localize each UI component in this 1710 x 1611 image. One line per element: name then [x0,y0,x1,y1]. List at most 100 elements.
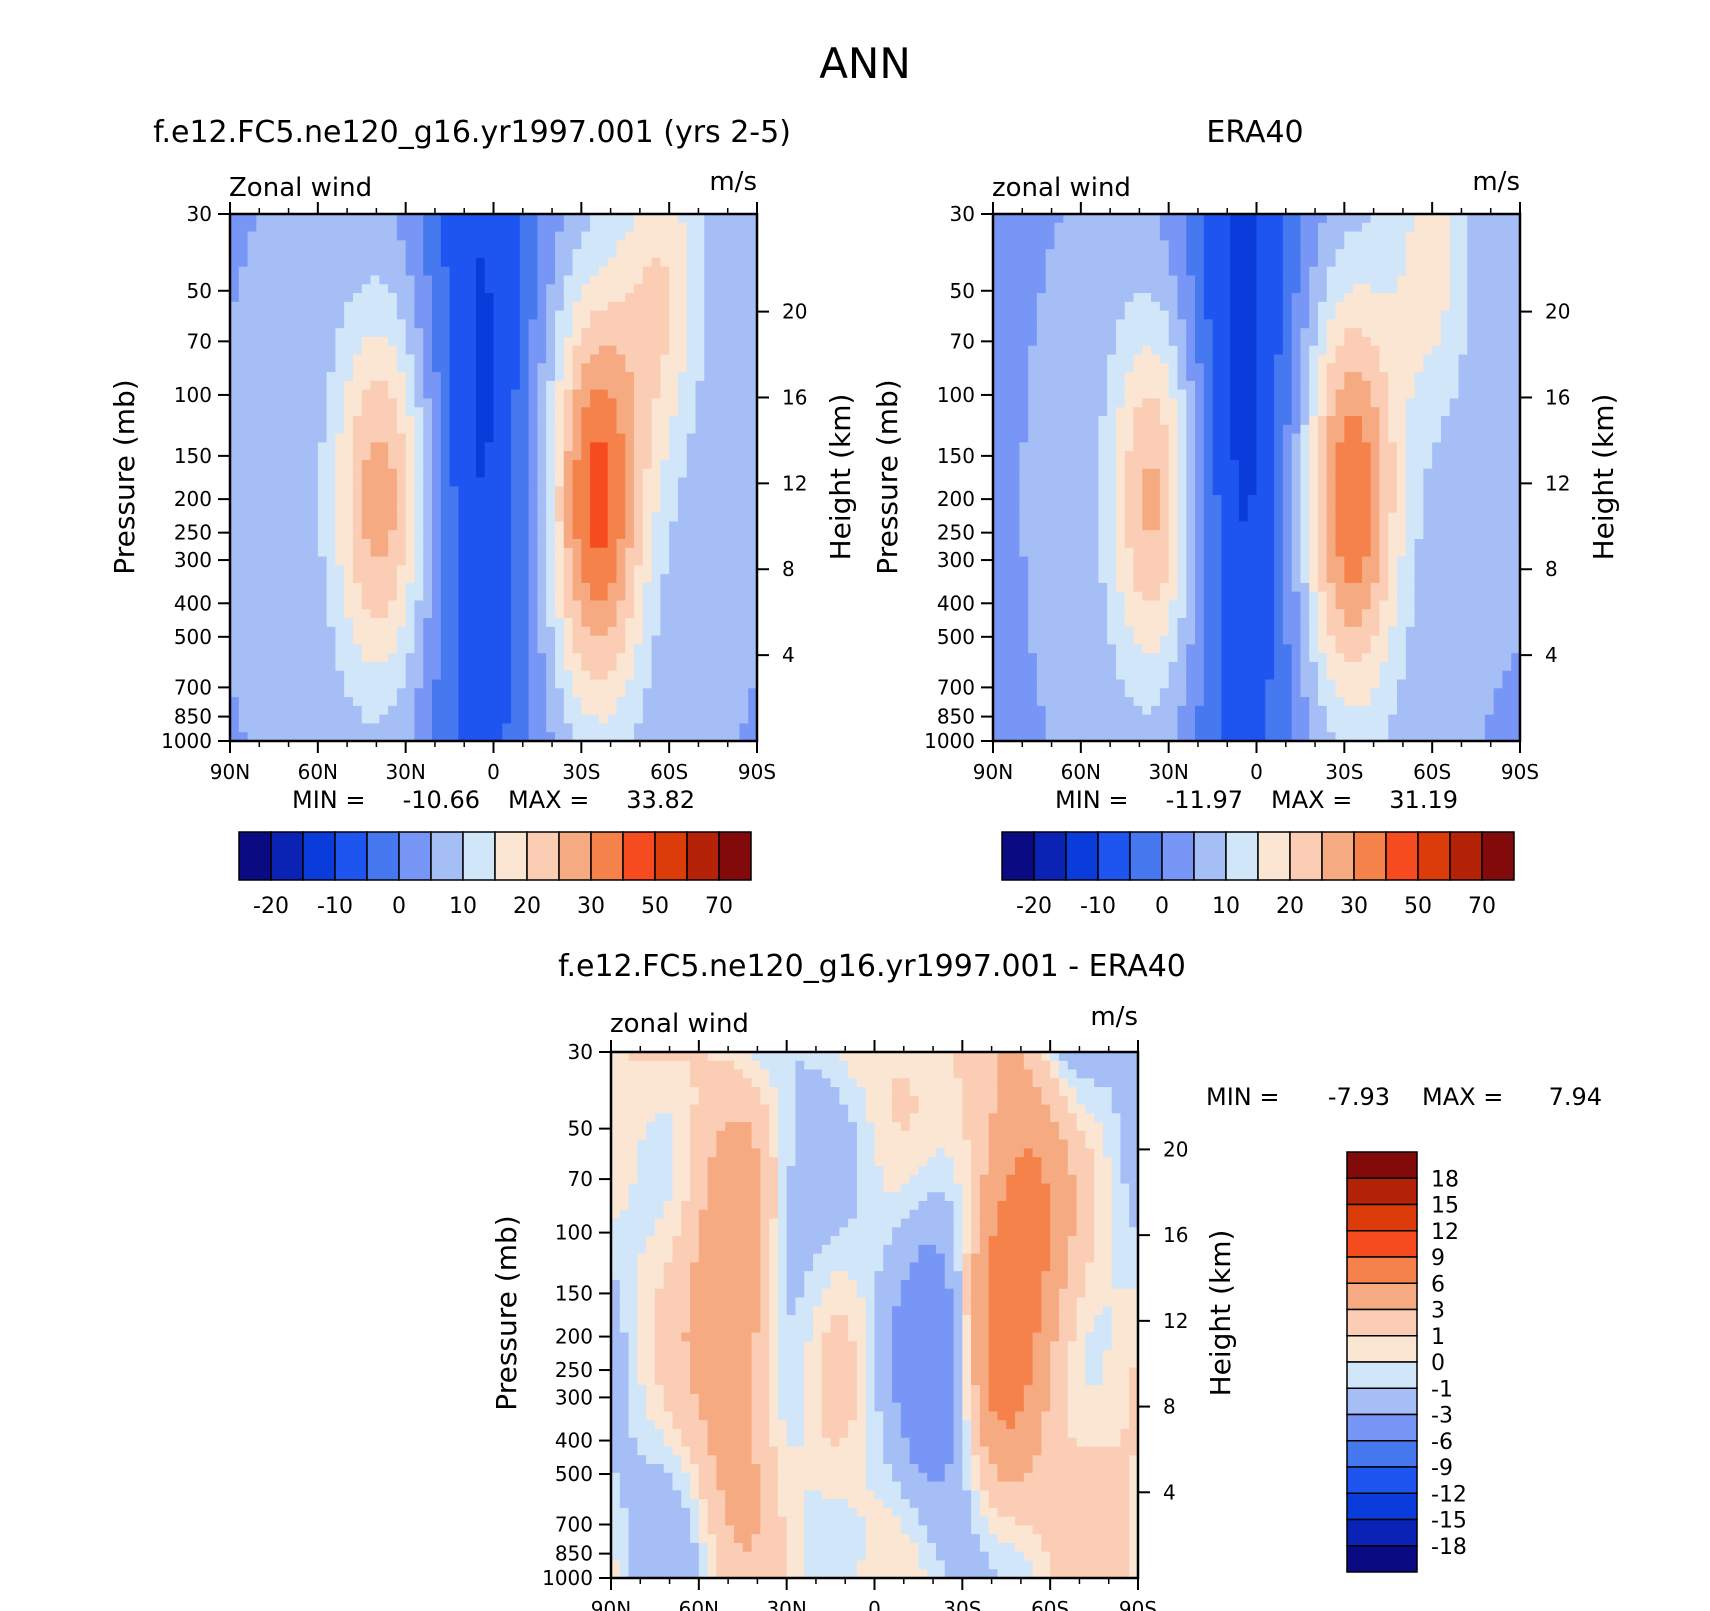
contour-cell [616,257,626,268]
contour-cell [414,635,424,645]
contour-cell [1177,389,1187,400]
contour-cell [598,433,609,443]
contour-cell [713,521,723,531]
contour-cell [1344,284,1354,294]
contour-cell [230,336,240,347]
contour-cell [388,433,398,443]
contour-cell [1115,249,1126,259]
contour-cell [300,459,310,470]
contour-cell [458,328,468,338]
contour-cell [1080,389,1091,400]
contour-cell [326,451,336,461]
contour-cell [458,661,468,672]
contour-cell [660,670,670,681]
contour-cell [677,512,688,523]
contour-cell [634,503,644,514]
contour-cell [230,591,240,602]
contour-cell [581,389,591,400]
contour-cell [528,723,539,733]
contour-cell [721,398,732,408]
contour-cell [669,293,679,303]
contour-cell [335,591,345,602]
contour-cell [554,372,565,382]
contour-cell [528,328,539,338]
contour-cell [317,354,328,364]
contour-cell [607,644,618,654]
contour-cell [713,354,723,364]
contour-cell [1195,336,1205,347]
contour-cell [1221,380,1231,391]
contour-cell [458,591,468,602]
contour-cell [449,214,459,224]
contour-cell [432,345,442,356]
contour-cell [282,301,293,312]
contour-cell [238,723,249,733]
contour-cell [388,600,398,610]
contour-cell [388,231,398,241]
contour-cell [1502,240,1512,250]
contour-cell [721,275,732,285]
contour-cell [616,222,626,233]
contour-cell [1036,249,1047,259]
contour-cell [344,635,354,645]
contour-cell [265,442,275,452]
contour-cell [554,433,565,443]
contour-cell [1449,214,1460,224]
contour-cell [396,433,407,443]
contour-cell [300,688,310,698]
contour-cell [1449,293,1460,303]
contour-cell [563,266,574,277]
contour-cell [1247,266,1258,277]
contour-cell [616,626,626,637]
contour-cell [502,477,512,487]
contour-cell [677,565,688,575]
contour-cell [1063,372,1073,382]
contour-cell [1274,345,1284,356]
contour-cell [291,214,301,224]
contour-cell [361,310,372,320]
contour-cell [458,705,468,716]
contour-cell [493,661,503,672]
contour-cell [291,670,301,681]
contour-cell [1335,222,1345,233]
contour-cell [721,626,732,637]
contour-cell [686,293,697,303]
contour-cell [695,530,705,540]
contour-cell [291,477,301,487]
contour-cell [590,556,600,566]
contour-cell [282,697,293,707]
contour-cell [1168,380,1179,391]
contour-cell [634,442,644,452]
contour-cell [1195,389,1205,400]
contour-cell [405,591,416,602]
contour-cell [300,609,310,619]
contour-cell [1300,266,1310,277]
contour-cell [291,240,301,250]
contour-cell [581,609,591,619]
contour-cell [1449,328,1460,338]
contour-cell [1028,284,1038,294]
contour-cell [1317,275,1328,285]
contour-cell [458,389,468,400]
contour-cell [748,328,758,338]
contour-cell [721,723,732,733]
contour-cell [1291,222,1302,233]
contour-cell [537,609,547,619]
contour-cell [1309,310,1319,320]
contour-cell [528,661,539,672]
contour-cell [291,407,301,417]
contour-cell [660,591,670,602]
contour-cell [1054,257,1064,268]
contour-cell [1379,336,1389,347]
contour-cell [326,424,336,435]
contour-cell [590,249,600,259]
contour-cell [721,407,732,417]
contour-cell [379,293,389,303]
contour-cell [1379,310,1389,320]
contour-cell [713,442,723,452]
contour-cell [669,495,679,505]
contour-cell [475,336,486,347]
contour-cell [247,688,257,698]
contour-cell [273,345,284,356]
contour-cell [607,530,618,540]
